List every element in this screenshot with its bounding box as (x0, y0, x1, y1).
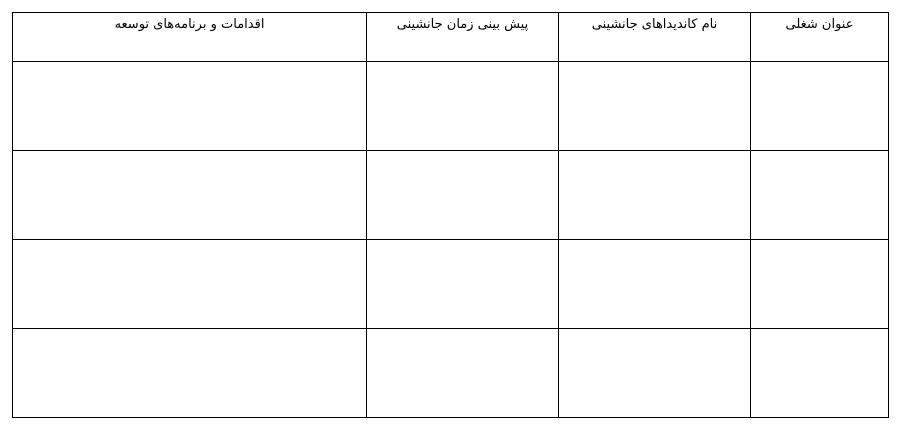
cell (12, 150, 367, 240)
header-cell: عنوان شغلی (750, 12, 889, 62)
cell (366, 239, 559, 329)
cell (366, 328, 559, 418)
succession-table: عنوان شغلی نام کاندیداهای جانشینی پیش بی… (12, 12, 889, 418)
cell (366, 150, 559, 240)
cell (12, 328, 367, 418)
cell (750, 328, 889, 418)
row (12, 150, 889, 240)
row (12, 239, 889, 329)
header-cell: نام کاندیداهای جانشینی (558, 12, 751, 62)
cell (366, 61, 559, 151)
cell (750, 61, 889, 151)
cell (12, 61, 367, 151)
header-cell: پیش بینی زمان جانشینی (366, 12, 559, 62)
cell (558, 61, 751, 151)
row (12, 61, 889, 151)
cell (750, 239, 889, 329)
row (12, 328, 889, 418)
cell (558, 328, 751, 418)
header-row: عنوان شغلی نام کاندیداهای جانشینی پیش بی… (12, 12, 889, 62)
cell (750, 150, 889, 240)
cell (12, 239, 367, 329)
cell (558, 150, 751, 240)
header-cell: اقدامات و برنامه‌های توسعه (12, 12, 367, 62)
cell (558, 239, 751, 329)
